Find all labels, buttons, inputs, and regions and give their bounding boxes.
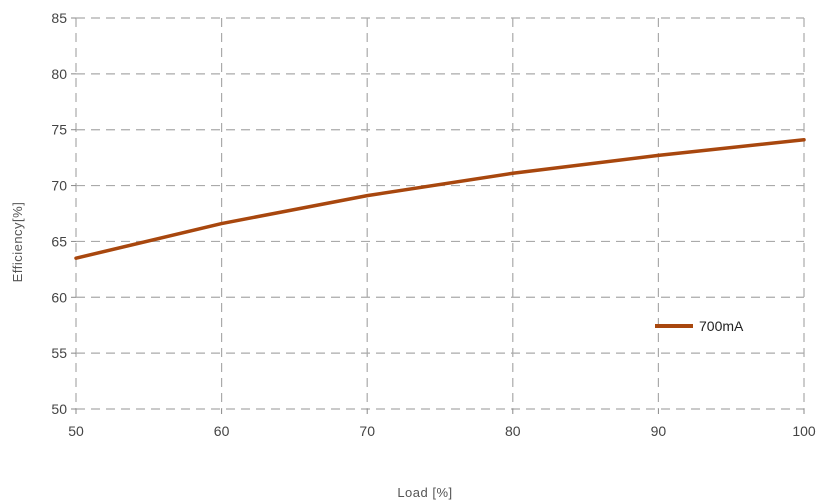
y-tick-label: 80 bbox=[51, 66, 67, 82]
x-tick-label: 60 bbox=[214, 423, 230, 439]
x-tick-label: 50 bbox=[68, 423, 84, 439]
legend-label: 700mA bbox=[699, 318, 744, 334]
y-tick-label: 85 bbox=[51, 10, 67, 26]
x-tick-label: 80 bbox=[505, 423, 521, 439]
grid bbox=[75, 17, 805, 410]
y-tick-label: 65 bbox=[51, 233, 67, 249]
x-tick-label: 70 bbox=[359, 423, 375, 439]
y-tick-label: 60 bbox=[51, 289, 67, 305]
series-line-700mA bbox=[74, 138, 806, 260]
y-tick-label: 55 bbox=[51, 345, 67, 361]
x-tick-label: 90 bbox=[651, 423, 667, 439]
y-tick-label: 70 bbox=[51, 178, 67, 194]
y-tick-label: 50 bbox=[51, 401, 67, 417]
series-layer bbox=[74, 138, 806, 260]
y-axis-title: Efficiency[%] bbox=[10, 202, 25, 283]
x-tick-label: 100 bbox=[792, 423, 816, 439]
y-tick-label: 75 bbox=[51, 122, 67, 138]
legend: 700mA bbox=[655, 318, 744, 334]
x-axis-title: Load [%] bbox=[397, 485, 452, 500]
axes: 50 55 60 65 70 75 80 85 50 60 70 80 90 100 bbox=[51, 10, 815, 439]
